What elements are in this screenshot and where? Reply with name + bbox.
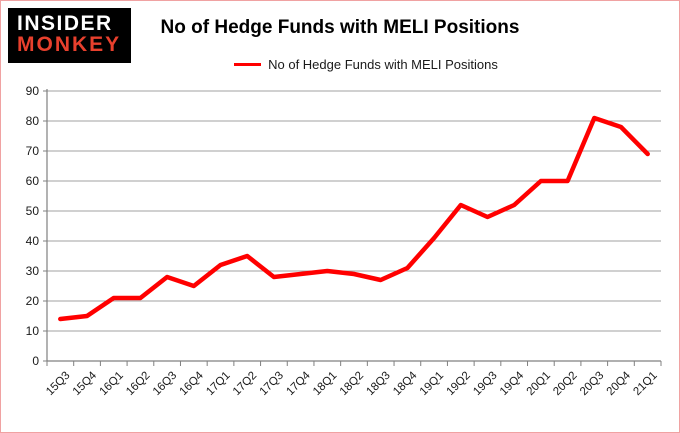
y-tick-label: 10 <box>26 324 40 338</box>
legend-line-swatch <box>234 63 262 66</box>
y-tick-label: 50 <box>26 204 40 218</box>
x-tick-label: 18Q3 <box>364 370 392 398</box>
x-tick-label: 18Q1 <box>311 370 339 398</box>
x-tick-label: 18Q2 <box>338 370 366 398</box>
y-tick-label: 60 <box>26 174 40 188</box>
x-tick-label: 16Q4 <box>178 369 207 398</box>
x-tick-label: 16Q3 <box>151 370 179 398</box>
x-tick-label: 19Q4 <box>498 369 527 398</box>
x-tick-label: 15Q4 <box>71 369 100 398</box>
x-tick-label: 17Q2 <box>231 370 259 398</box>
x-tick-label: 16Q1 <box>97 370 125 398</box>
y-tick-label: 20 <box>26 294 40 308</box>
x-tick-label: 18Q4 <box>391 369 420 398</box>
x-tick-label: 20Q2 <box>551 370 579 398</box>
logo-line2: MONKEY <box>17 33 122 57</box>
x-tick-label: 17Q3 <box>258 370 286 398</box>
x-tick-label: 19Q1 <box>418 370 446 398</box>
x-tick-label: 17Q1 <box>204 370 232 398</box>
y-tick-label: 80 <box>26 114 40 128</box>
x-tick-label: 19Q2 <box>445 370 473 398</box>
x-tick-label: 19Q3 <box>471 370 499 398</box>
x-tick-label: 20Q4 <box>605 369 634 398</box>
x-tick-label: 17Q4 <box>284 369 313 398</box>
legend-label: No of Hedge Funds with MELI Positions <box>268 57 498 72</box>
x-tick-label: 15Q3 <box>44 370 72 398</box>
x-tick-label: 20Q1 <box>525 370 553 398</box>
insider-monkey-logo: INSIDER MONKEY <box>8 8 132 63</box>
y-tick-label: 30 <box>26 264 40 278</box>
logo-line1: INSIDER <box>17 12 113 35</box>
series-line <box>58 115 650 322</box>
chart-legend: No of Hedge Funds with MELI Positions <box>1 57 679 72</box>
chart-title: No of Hedge Funds with MELI Positions <box>160 17 520 38</box>
y-tick-label: 40 <box>26 234 40 248</box>
y-tick-label: 90 <box>26 84 40 98</box>
x-tick-label: 21Q1 <box>631 370 659 398</box>
x-tick-label: 16Q2 <box>124 370 152 398</box>
y-tick-label: 0 <box>32 354 39 368</box>
y-tick-label: 70 <box>26 144 40 158</box>
x-tick-label: 20Q3 <box>578 370 606 398</box>
